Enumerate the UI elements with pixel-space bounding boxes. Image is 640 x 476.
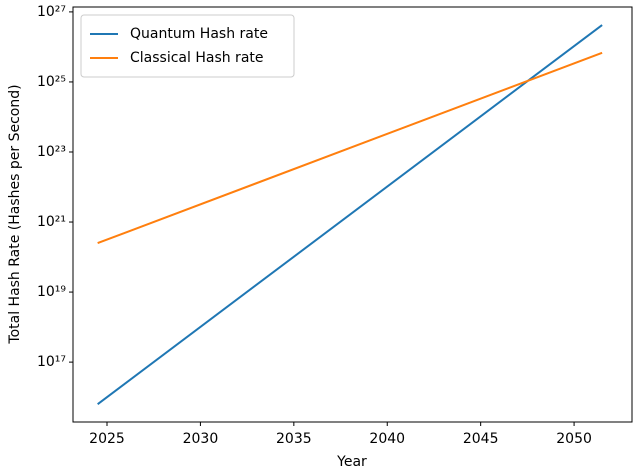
legend-label: Classical Hash rate — [130, 50, 264, 66]
plot-frame — [72, 6, 633, 423]
legend-label: Quantum Hash rate — [130, 26, 268, 42]
x-tick-label: 2040 — [369, 431, 405, 447]
series-line — [97, 51, 603, 245]
y-tick-label: 10¹⁹ — [37, 284, 66, 300]
y-tick-label: 10²³ — [37, 144, 66, 160]
legend-box — [80, 14, 295, 78]
y-tick-label: 10¹⁷ — [37, 354, 66, 370]
x-axis-label: Year — [336, 454, 367, 470]
y-tick-label: 10²⁷ — [37, 4, 66, 20]
x-tick-label: 2030 — [183, 431, 219, 447]
x-tick-label: 2025 — [89, 431, 125, 447]
series-line — [97, 24, 603, 405]
y-axis-label: Total Hash Rate (Hashes per Second) — [7, 84, 23, 344]
x-tick-label: 2035 — [276, 431, 312, 447]
y-tick-label: 10²¹ — [37, 214, 66, 230]
x-tick-label: 2050 — [556, 431, 592, 447]
x-tick-label: 2045 — [463, 431, 499, 447]
y-tick-label: 10²⁵ — [37, 74, 66, 90]
